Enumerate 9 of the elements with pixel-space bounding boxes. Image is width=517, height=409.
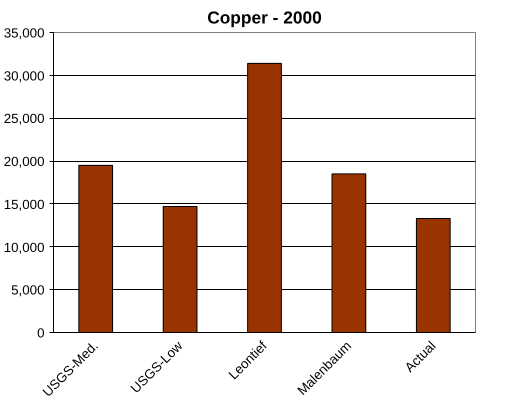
y-tick-label: 0 [37, 326, 45, 340]
y-tick-label: 5,000 [11, 282, 45, 298]
y-tick-label: 15,000 [4, 196, 44, 212]
y-tick-label: 10,000 [4, 240, 44, 255]
y-tick-label: 25,000 [4, 111, 44, 126]
y-tick-label: 35,000 [4, 26, 44, 40]
y-tick-label: 20,000 [4, 154, 44, 170]
chart-title: Copper - 2000 [207, 8, 322, 28]
y-tick-label: 30,000 [4, 68, 44, 84]
